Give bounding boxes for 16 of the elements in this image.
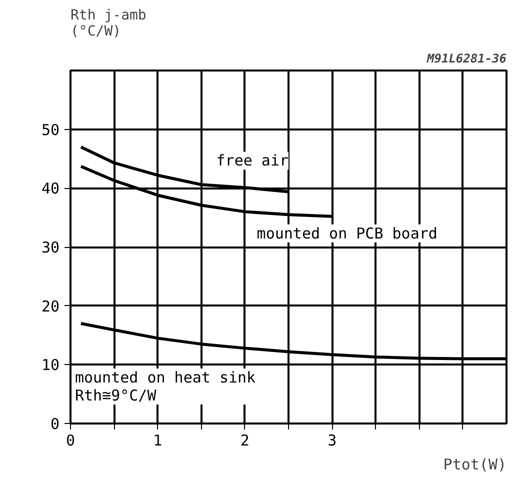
y-axis-title: Rth j-amb (°C/W) <box>70 8 146 40</box>
x-tick-label: 2 <box>240 432 250 450</box>
x-tick-label: 1 <box>153 432 162 450</box>
y-tick-label: 40 <box>41 180 60 198</box>
y-tick-label: 10 <box>41 356 60 374</box>
chart-title: M91L6281-36 <box>426 52 507 66</box>
y-tick-label: 50 <box>41 120 60 139</box>
series-label: free air <box>216 152 289 170</box>
x-axis-title: Ptot(W) <box>443 456 507 474</box>
series-label: mounted on PCB board <box>256 224 438 242</box>
x-tick-label: 3 <box>328 432 337 450</box>
y-tick-label: 30 <box>41 238 60 256</box>
legend-label: mounted on heat sink Rth≅9°C/W <box>74 368 256 404</box>
y-tick-label: 20 <box>41 297 60 316</box>
y-tick-label: 0 <box>50 415 60 433</box>
x-tick-label: 0 <box>66 432 76 450</box>
